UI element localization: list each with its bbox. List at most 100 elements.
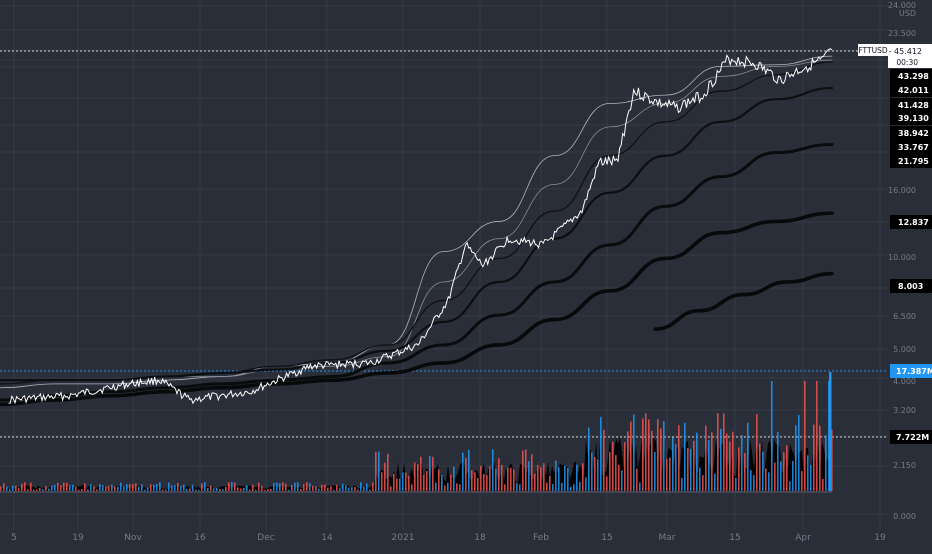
volume-bar: [666, 458, 668, 491]
volume-bar: [306, 482, 308, 491]
ma-value-tag: [890, 111, 932, 125]
volume-bar: [144, 489, 146, 491]
volume-bar: [120, 482, 122, 491]
x-axis-tick-label: Feb: [533, 533, 549, 543]
volume-value-tag: [890, 364, 932, 378]
y-axis-tick-label: 10.000: [888, 253, 916, 262]
volume-bar: [393, 474, 395, 491]
volume-bar: [333, 489, 335, 491]
volume-bar: [267, 489, 269, 491]
volume-bar: [825, 435, 827, 491]
volume-bar: [717, 413, 719, 491]
x-axis-tick-label: 19: [72, 533, 84, 543]
volume-bar: [480, 465, 482, 491]
x-axis-tick-label: Dec: [257, 533, 274, 543]
volume-bar: [792, 460, 794, 491]
moving-average-lines: [0, 55, 834, 407]
volume-bar: [309, 483, 311, 491]
volume-bar: [411, 484, 413, 491]
volume-bar: [714, 473, 716, 491]
volume-bar: [492, 449, 494, 491]
volume-bar: [573, 484, 575, 491]
volume-bar: [588, 427, 590, 491]
volume-bar: [819, 425, 821, 491]
volume-bar: [375, 451, 377, 491]
volume-bar: [354, 487, 356, 491]
volume-bar: [378, 451, 380, 491]
x-axis-tick-label: 5: [11, 533, 17, 543]
volume-bar: [558, 467, 560, 491]
volume-bar: [201, 483, 203, 491]
volume-bar: [225, 486, 227, 491]
volume-bar: [390, 486, 392, 491]
volume-bar: [801, 471, 803, 491]
x-axis-tick-label: 16: [194, 533, 206, 543]
volume-bar: [720, 428, 722, 491]
x-axis-tick-label: 15: [729, 533, 740, 543]
volume-bar: [750, 470, 752, 491]
ma-value-tag: [890, 140, 932, 154]
volume-bar: [54, 484, 56, 491]
volume-bar: [297, 482, 299, 491]
volume-bar: [228, 482, 230, 491]
volume-bar: [264, 489, 266, 491]
volume-bar: [471, 470, 473, 491]
moving-average-line-1: [0, 55, 833, 389]
volume-bar: [246, 485, 248, 491]
volume-bar: [501, 465, 503, 491]
time-axis[interactable]: 5 19 Nov 16 Dec 14 2021 18 Feb 15 Mar 15 Apr 19: [11, 533, 886, 543]
volume-bar: [654, 451, 656, 491]
volume-bar: [78, 489, 80, 491]
volume-bar: [660, 428, 662, 491]
volume-bar: [603, 429, 605, 491]
volume-bar: [705, 425, 707, 491]
volume-bar: [759, 443, 761, 491]
volume-bar: [657, 419, 659, 491]
volume-bar: [342, 483, 344, 491]
volume-bar: [36, 489, 38, 491]
volume-bar: [828, 381, 830, 491]
symbol-tag: [858, 44, 888, 56]
volume-bar: [600, 416, 602, 491]
volume-bar: [384, 462, 386, 491]
volume-bar: [414, 462, 416, 491]
volume-bar: [534, 473, 536, 491]
volume-bar: [576, 464, 578, 491]
volume-value-label: 17.387M: [896, 367, 932, 376]
volume-bar: [723, 413, 725, 491]
volume-bar: [555, 460, 557, 491]
y-axis-tick-label: 4.000: [893, 377, 916, 386]
volume-bar: [552, 484, 554, 491]
volume-bar: [477, 477, 479, 491]
ma-value-label: 8.003: [898, 282, 923, 291]
volume-bar: [483, 473, 485, 491]
volume-bar: [747, 422, 749, 491]
volume-bar: [630, 421, 632, 491]
volume-bar: [156, 484, 158, 491]
volume-bar: [648, 419, 650, 491]
y-axis-tick-label: 0.000: [893, 512, 916, 521]
volume-bar: [150, 484, 152, 491]
volume-bar: [105, 486, 107, 491]
volume-bar: [693, 440, 695, 491]
volume-bar: [582, 463, 584, 491]
volume-bar: [60, 485, 62, 491]
volume-bar: [741, 435, 743, 491]
volume-bar: [108, 485, 110, 491]
volume-bar: [18, 488, 20, 491]
volume-bar: [744, 453, 746, 491]
y-axis-tick-label: 6.500: [893, 312, 916, 321]
volume-bar: [456, 483, 458, 491]
volume-bar: [153, 484, 155, 491]
volume-bar: [762, 451, 764, 491]
volume-bar: [612, 441, 614, 491]
last-price-tag: [888, 44, 932, 68]
volume-bar: [669, 457, 671, 491]
ma-value-tag: [890, 154, 932, 168]
volume-bar: [708, 440, 710, 491]
volume-bar: [351, 487, 353, 491]
volume-bar: [51, 485, 53, 491]
